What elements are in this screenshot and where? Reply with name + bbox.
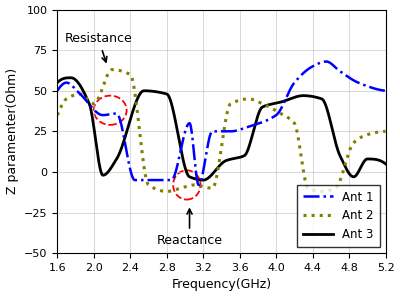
X-axis label: Frequency(GHz): Frequency(GHz) [171, 279, 272, 291]
Y-axis label: Z paramenter(Ohm): Z paramenter(Ohm) [6, 68, 18, 195]
Text: Resistance: Resistance [64, 32, 132, 62]
Text: Reactance: Reactance [156, 209, 222, 247]
Legend: Ant 1, Ant 2, Ant 3: Ant 1, Ant 2, Ant 3 [298, 185, 380, 247]
